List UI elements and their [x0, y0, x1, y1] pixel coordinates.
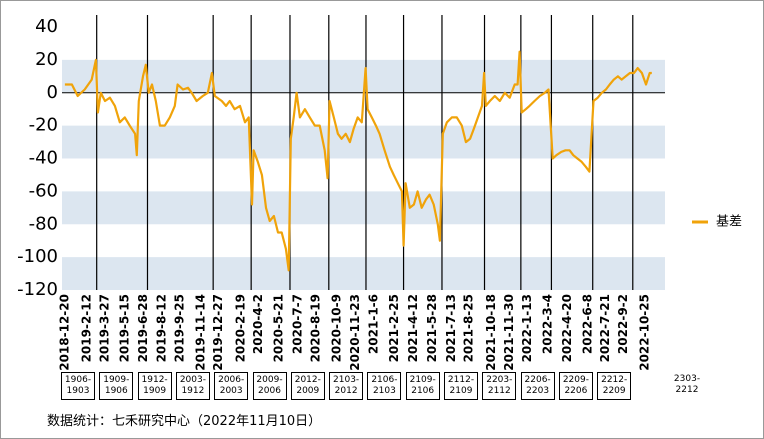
y-tick-label: -120 — [17, 279, 58, 300]
x-tick-label: 2020-4-2 — [251, 294, 265, 354]
contract-label: 2009-2006 — [252, 372, 287, 400]
y-tick-label: 40 — [35, 16, 58, 37]
y-tick-label: -20 — [29, 115, 58, 136]
x-tick-label: 2021-11-30 — [502, 294, 516, 371]
series-line — [64, 50, 652, 272]
x-tick-label: 2021-10-18 — [484, 294, 498, 371]
grid-band — [62, 191, 665, 225]
contract-label: 1912-1909 — [137, 372, 172, 400]
x-tick-label: 2019-11-14 — [193, 294, 207, 371]
contract-label: 2109-2106 — [405, 372, 440, 400]
contract-label: 2203-2112 — [482, 372, 517, 400]
x-tick-label: 2019-6-28 — [136, 294, 150, 362]
contract-label: 2212-2209 — [597, 372, 632, 400]
x-tick-label: 2022-1-13 — [520, 294, 534, 362]
x-tick-label: 2021-7-13 — [444, 294, 458, 362]
x-tick-label: 2019-9-25 — [173, 294, 187, 362]
contract-label: 2112-2109 — [444, 372, 478, 400]
y-tick-label: -40 — [29, 148, 58, 169]
x-tick-label: 2022-7-21 — [598, 294, 612, 362]
x-tick-label: 2020-5-21 — [271, 294, 285, 362]
x-tick-label: 2019-5-15 — [118, 294, 132, 362]
x-tick-label: 2020-10-9 — [330, 294, 344, 362]
y-tick-label: -60 — [29, 180, 58, 201]
y-tick-label: 0 — [47, 82, 58, 103]
contract-label: 2206-2203 — [520, 372, 555, 400]
contract-label: 2303-2212 — [671, 372, 703, 398]
y-tick-label: -100 — [17, 246, 58, 267]
x-tick-label: 2021-5-28 — [425, 294, 439, 362]
contract-label: 1906-1903 — [61, 372, 95, 400]
x-tick-label: 2022-9-2 — [616, 294, 630, 354]
contract-label: 2106-2103 — [367, 372, 402, 400]
x-tick-label: 2019-12-27 — [211, 294, 225, 371]
x-tick-label: 2019-3-27 — [97, 294, 111, 362]
x-tick-label: 2020-2-19 — [233, 294, 247, 362]
y-tick-label: 20 — [35, 49, 58, 70]
contract-label: 2209-2206 — [558, 372, 593, 400]
source-note: 数据统计：七禾研究中心（2022年11月10日） — [47, 414, 322, 429]
x-tick-label: 2022-6-8 — [580, 294, 594, 354]
x-tick-label: 2022-3-4 — [541, 294, 555, 354]
grid-band — [62, 125, 665, 159]
x-tick-label: 2020-8-19 — [309, 294, 323, 362]
contract-label: 2006-2003 — [214, 372, 249, 400]
grid-band — [62, 257, 665, 290]
x-tick-label: 2021-8-25 — [462, 294, 476, 362]
y-tick-label: -80 — [29, 213, 58, 234]
legend-label: 基差 — [716, 215, 742, 230]
x-tick-label: 2019-2-12 — [80, 294, 94, 362]
x-tick-label: 2021-4-12 — [406, 294, 420, 362]
x-tick-label: 2019-8-12 — [154, 294, 168, 362]
x-tick-label: 2021-2-25 — [387, 294, 401, 362]
x-tick-label: 2020-11-23 — [348, 294, 362, 371]
x-tick-label: 2022-10-25 — [638, 294, 652, 371]
contract-label: 2003-1912 — [175, 372, 210, 400]
contract-label: 2103-2012 — [329, 372, 364, 400]
contract-label: 1909-1906 — [99, 372, 134, 400]
x-tick-label: 2020-7-7 — [291, 294, 305, 354]
contract-label: 2012-2009 — [290, 372, 325, 400]
x-tick-label: 2018-12-20 — [57, 294, 71, 371]
x-tick-label: 2022-4-20 — [560, 294, 574, 362]
x-tick-label: 2021-1-6 — [366, 294, 380, 354]
